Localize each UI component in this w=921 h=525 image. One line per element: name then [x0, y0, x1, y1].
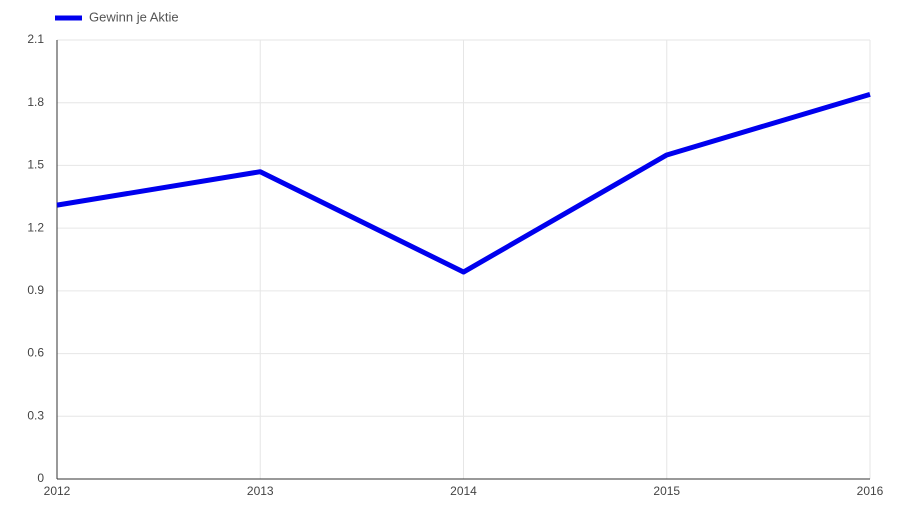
y-tick-label: 0: [37, 471, 44, 485]
y-tick-label: 0.3: [27, 408, 44, 422]
data-line: [56, 91, 871, 275]
y-tick-label: 2.1: [27, 32, 44, 46]
x-tick-label: 2013: [247, 484, 274, 498]
x-tick-label: 2014: [450, 484, 477, 498]
y-tick-label: 1.2: [27, 220, 44, 234]
y-tick-label: 1.8: [27, 95, 44, 109]
legend-label: Gewinn je Aktie: [89, 9, 179, 24]
y-tick-label: 0.9: [27, 283, 44, 297]
x-tick-label: 2015: [653, 484, 680, 498]
y-tick-label: 0.6: [27, 346, 44, 360]
y-tick-label: 1.5: [27, 158, 44, 172]
x-tick-label: 2012: [44, 484, 71, 498]
x-tick-label: 2016: [857, 484, 884, 498]
